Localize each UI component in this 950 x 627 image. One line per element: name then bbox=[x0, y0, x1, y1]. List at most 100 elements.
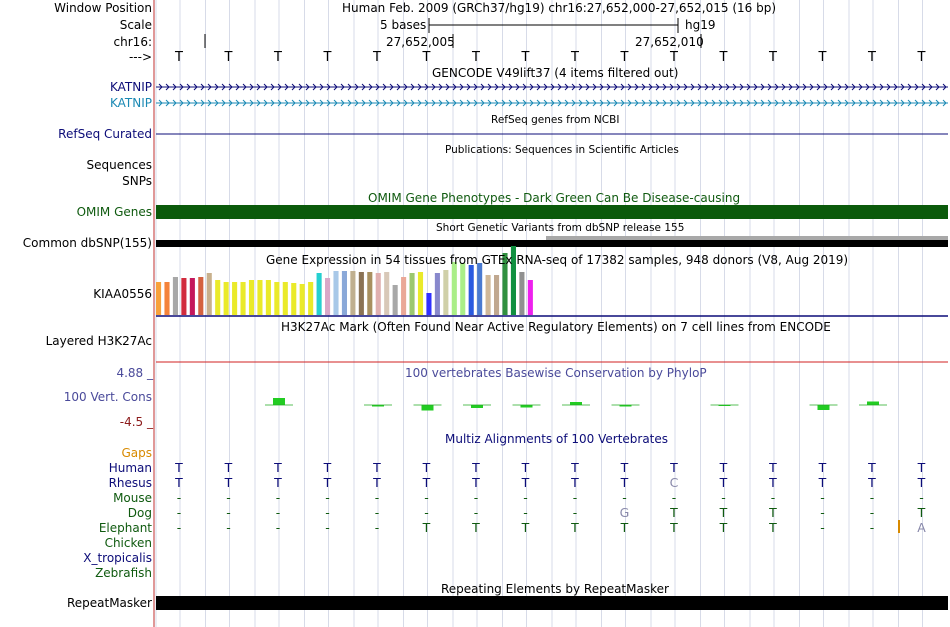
species-label-elephant[interactable]: Elephant bbox=[98, 521, 152, 535]
refseq-title: RefSeq genes from NCBI bbox=[491, 114, 620, 126]
alignment-base: - bbox=[226, 490, 231, 505]
gene-strand-chevron bbox=[417, 99, 422, 107]
gtex-tissue-bar bbox=[282, 282, 288, 315]
track-label-refseq[interactable]: RefSeq Curated bbox=[58, 127, 152, 141]
gene-strand-chevron bbox=[389, 99, 394, 107]
gene-strand-chevron bbox=[802, 99, 807, 107]
gene-strand-chevron bbox=[550, 83, 555, 91]
gene-strand-chevron bbox=[172, 83, 177, 91]
reference-base: T bbox=[867, 50, 876, 65]
track-label-katnip-1[interactable]: KATNIP bbox=[109, 80, 152, 94]
window-position-label: Window Position bbox=[54, 1, 152, 15]
track-label-kiaa0556[interactable]: KIAA0556 bbox=[93, 287, 152, 301]
species-label-x_tropicalis[interactable]: X_tropicalis bbox=[83, 551, 152, 565]
gene-strand-chevron bbox=[585, 83, 590, 91]
gene-strand-chevron bbox=[214, 83, 219, 91]
gene-strand-chevron bbox=[690, 83, 695, 91]
gene-strand-chevron bbox=[193, 83, 198, 91]
track-label-omim[interactable]: OMIM Genes bbox=[76, 205, 152, 219]
alignment-base: T bbox=[521, 475, 530, 490]
species-label-zebrafish[interactable]: Zebrafish bbox=[95, 566, 152, 580]
phylop-value-bar bbox=[570, 402, 582, 405]
phylop-value-bar bbox=[372, 405, 384, 407]
gene-strand-chevron bbox=[564, 83, 569, 91]
gtex-tissue-bar bbox=[434, 273, 440, 315]
species-label-chicken[interactable]: Chicken bbox=[104, 536, 152, 550]
gene-strand-chevron bbox=[788, 83, 793, 91]
gene-strand-chevron bbox=[879, 83, 884, 91]
track-label-gaps[interactable]: Gaps bbox=[121, 446, 152, 460]
phylop-value-bar bbox=[817, 405, 830, 410]
gtex-title: Gene Expression in 54 tissues from GTEx … bbox=[266, 253, 849, 267]
gene-strand-chevron bbox=[711, 99, 716, 107]
gene-strand-chevron bbox=[459, 83, 464, 91]
track-label-h3k27ac[interactable]: Layered H3K27Ac bbox=[45, 334, 152, 348]
species-label-rhesus[interactable]: Rhesus bbox=[108, 476, 152, 490]
gene-strand-chevron bbox=[375, 99, 380, 107]
gene-strand-chevron bbox=[718, 99, 723, 107]
track-label-repeatmasker[interactable]: RepeatMasker bbox=[66, 596, 152, 610]
gtex-tissue-bar bbox=[232, 282, 238, 315]
gtex-tissue-bar bbox=[494, 275, 500, 315]
alignment-base: T bbox=[917, 460, 926, 475]
gene-strand-chevron bbox=[305, 99, 310, 107]
gene-strand-chevron bbox=[571, 83, 576, 91]
gene-strand-chevron bbox=[739, 99, 744, 107]
alignment-base: T bbox=[521, 520, 530, 535]
gene-strand-chevron bbox=[529, 99, 534, 107]
gene-strand-chevron bbox=[921, 99, 926, 107]
gene-strand-chevron bbox=[291, 99, 296, 107]
gene-strand-chevron bbox=[214, 99, 219, 107]
reference-base: T bbox=[917, 50, 926, 65]
gene-strand-chevron bbox=[928, 99, 933, 107]
track-label-phylop[interactable]: 100 Vert. Cons bbox=[63, 390, 152, 404]
track-label-snps[interactable]: SNPs bbox=[122, 174, 152, 188]
reference-base: T bbox=[224, 50, 233, 65]
alignment-base: T bbox=[471, 460, 480, 475]
gtex-tissue-bar bbox=[248, 280, 255, 315]
gene-strand-chevron bbox=[816, 99, 821, 107]
gtex-tissue-bar bbox=[426, 293, 432, 315]
gene-strand-chevron bbox=[277, 99, 282, 107]
gene-strand-chevron bbox=[270, 83, 275, 91]
reference-base: T bbox=[669, 50, 678, 65]
gtex-tissue-bar bbox=[384, 272, 390, 315]
gene-strand-chevron bbox=[830, 99, 835, 107]
gene-strand-chevron bbox=[676, 99, 681, 107]
gene-strand-chevron bbox=[487, 83, 492, 91]
gene-strand-chevron bbox=[592, 99, 597, 107]
gene-strand-chevron bbox=[466, 83, 471, 91]
gene-strand-chevron bbox=[312, 99, 317, 107]
alignment-base: T bbox=[768, 505, 777, 520]
gene-strand-chevron bbox=[683, 83, 688, 91]
gene-strand-chevron bbox=[879, 99, 884, 107]
gene-strand-chevron bbox=[242, 83, 247, 91]
track-label-dbsnp[interactable]: Common dbSNP(155) bbox=[22, 236, 152, 250]
gene-strand-chevron bbox=[242, 99, 247, 107]
species-label-dog[interactable]: Dog bbox=[127, 506, 152, 520]
alignment-base: - bbox=[177, 505, 182, 520]
gene-strand-chevron bbox=[536, 83, 541, 91]
gene-strand-chevron bbox=[641, 83, 646, 91]
species-label-mouse[interactable]: Mouse bbox=[113, 491, 152, 505]
gene-strand-chevron bbox=[739, 83, 744, 91]
gtex-tissue-bar bbox=[485, 275, 491, 315]
track-label-katnip-2[interactable]: KATNIP bbox=[109, 96, 152, 110]
alignment-base: T bbox=[372, 475, 381, 490]
species-label-human[interactable]: Human bbox=[108, 461, 152, 475]
gtex-tissue-bar bbox=[510, 246, 516, 315]
gtex-tissue-bar bbox=[350, 271, 356, 315]
alignment-base: - bbox=[226, 505, 231, 520]
gene-strand-chevron bbox=[165, 99, 170, 107]
gene-strand-chevron bbox=[711, 83, 716, 91]
alignment-base: T bbox=[323, 475, 332, 490]
gtex-tissue-bar bbox=[189, 278, 195, 315]
alignment-base: T bbox=[620, 520, 629, 535]
gene-strand-chevron bbox=[508, 99, 513, 107]
alignment-base: T bbox=[521, 460, 530, 475]
track-label-sequences[interactable]: Sequences bbox=[86, 158, 152, 172]
alignment-base: - bbox=[721, 490, 726, 505]
alignment-base: A bbox=[917, 520, 926, 535]
alignment-base: - bbox=[573, 505, 578, 520]
